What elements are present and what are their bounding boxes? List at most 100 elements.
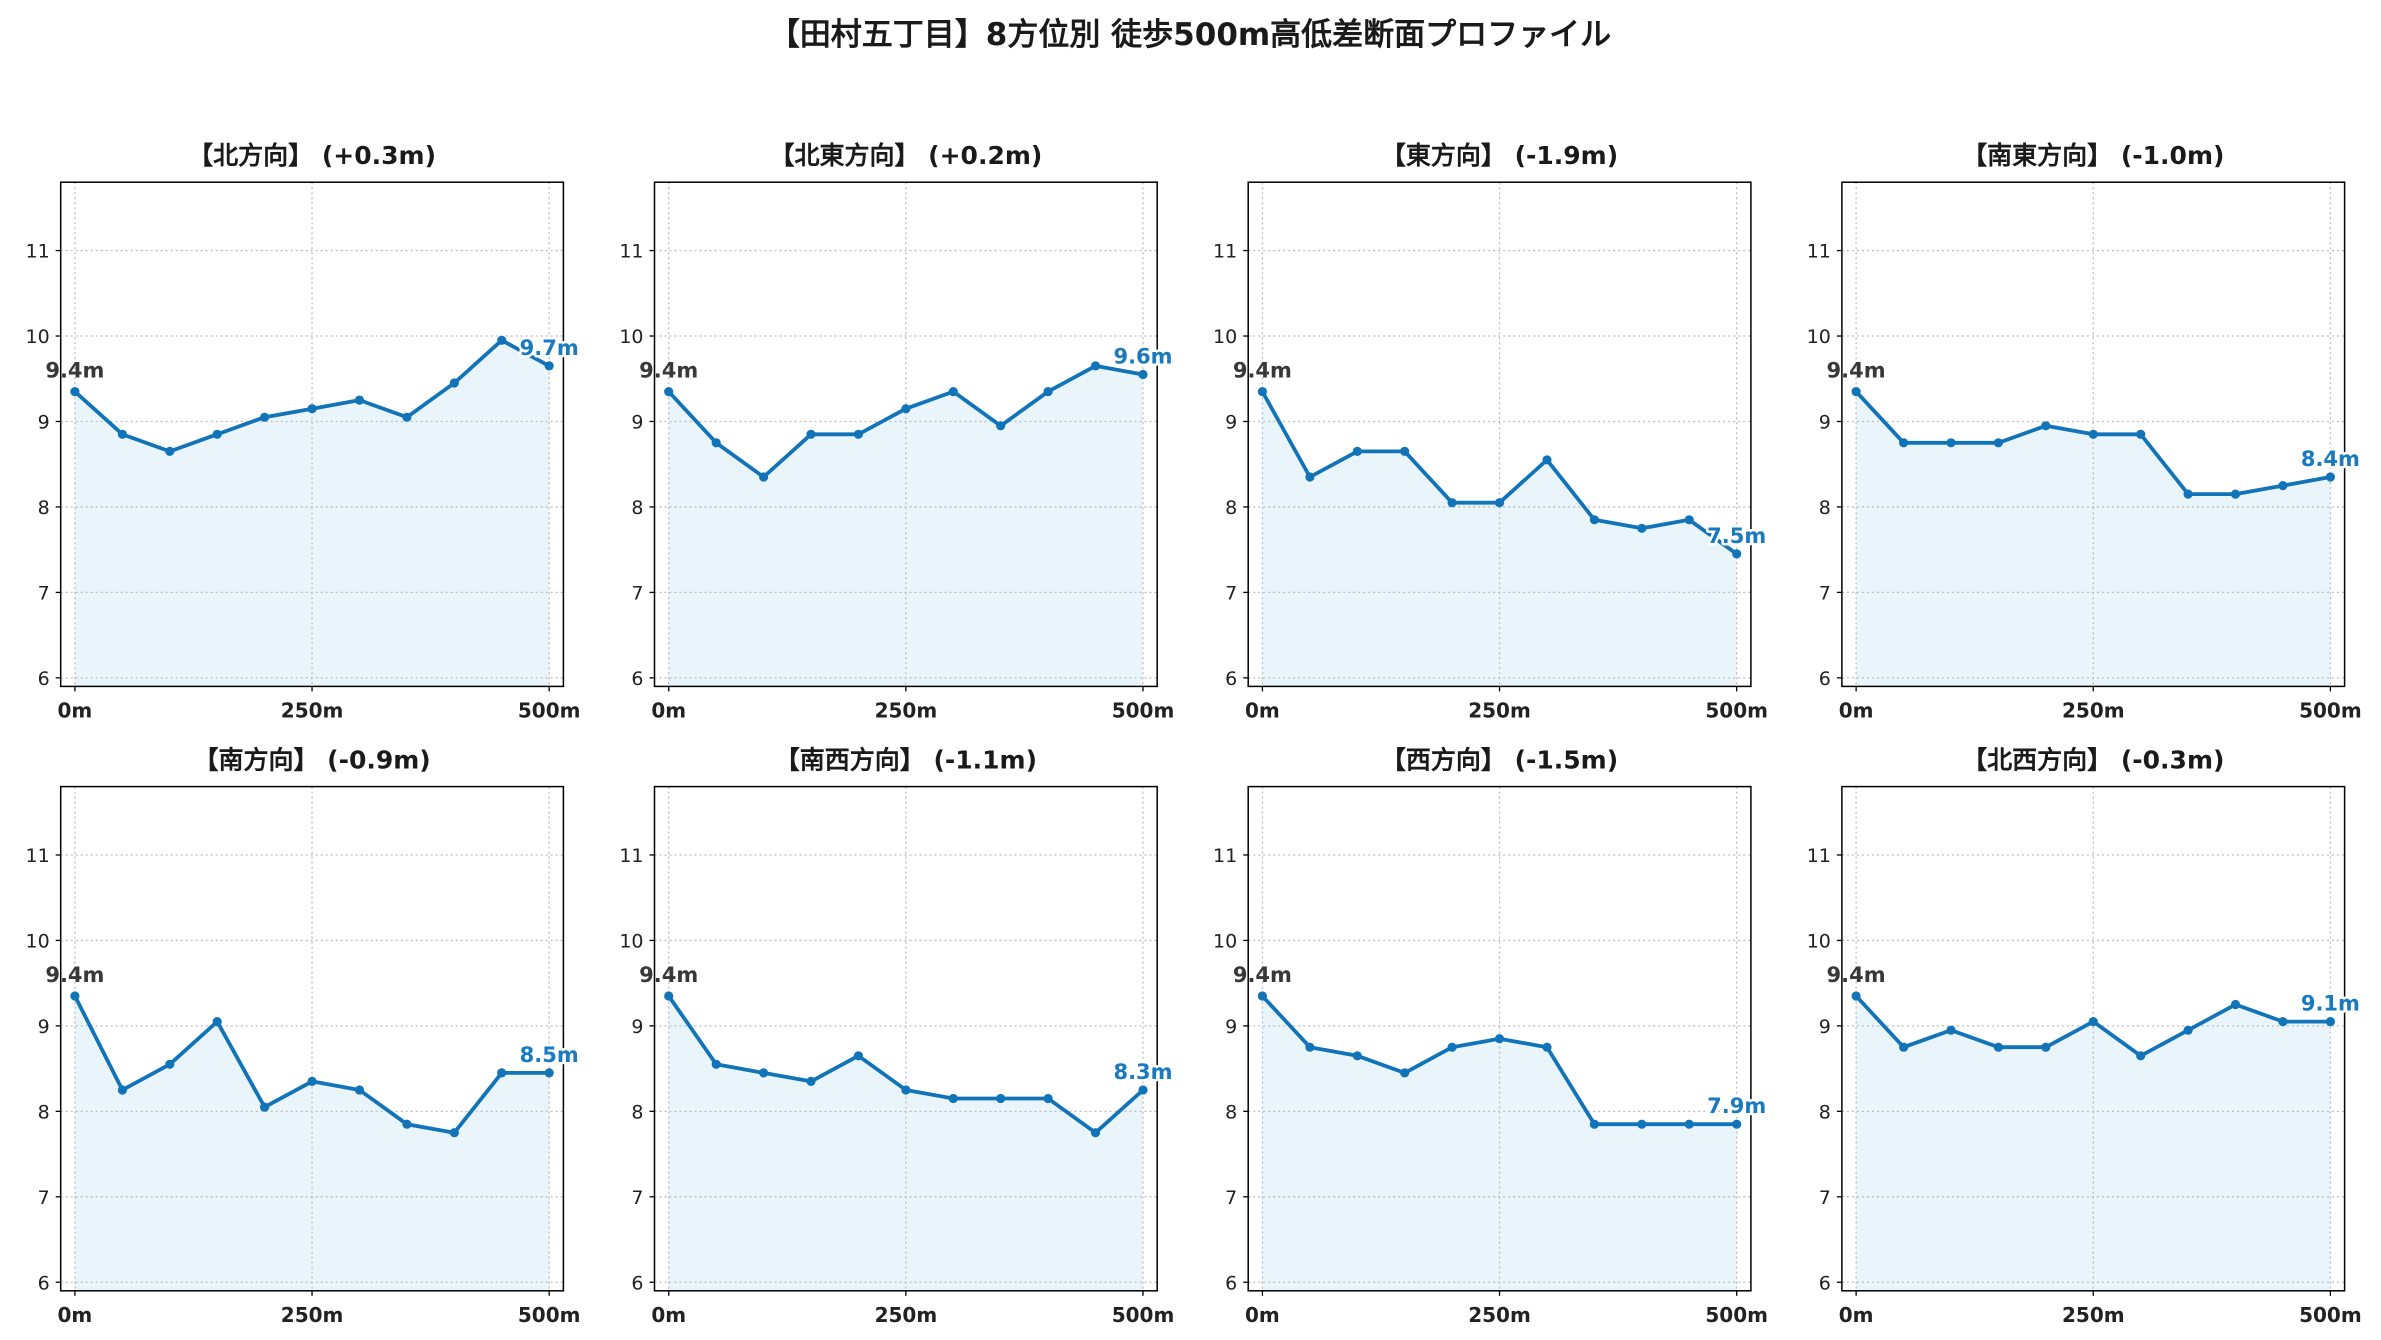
data-point xyxy=(2088,429,2098,439)
x-tick-label: 250m xyxy=(2062,1303,2125,1327)
data-point xyxy=(70,991,80,1001)
end-elevation-label: 7.9m xyxy=(1707,1094,1766,1118)
data-point xyxy=(1732,549,1742,559)
data-point xyxy=(901,404,911,414)
data-point xyxy=(2325,472,2335,482)
data-point xyxy=(449,1128,459,1138)
y-tick-label: 10 xyxy=(26,930,50,952)
panel-title: 【南方向】 (-0.9m) xyxy=(193,746,430,775)
x-tick-label: 500m xyxy=(1112,1303,1175,1327)
data-point xyxy=(1684,1119,1694,1129)
data-point xyxy=(1352,446,1362,456)
data-point xyxy=(307,404,317,414)
start-elevation-label: 9.4m xyxy=(1827,359,1886,383)
y-tick-label: 6 xyxy=(38,668,50,690)
start-elevation-label: 9.4m xyxy=(639,963,698,987)
data-point xyxy=(1589,515,1599,525)
data-point xyxy=(2041,1042,2051,1052)
y-tick-label: 9 xyxy=(1819,412,1831,434)
data-point xyxy=(212,1017,222,1027)
data-point xyxy=(544,1068,554,1078)
data-point xyxy=(1043,1093,1053,1104)
panel-title: 【北東方向】 (+0.2m) xyxy=(769,141,1042,170)
data-point xyxy=(1589,1119,1599,1129)
x-tick-label: 250m xyxy=(1468,698,1531,722)
data-point xyxy=(70,387,80,397)
y-tick-label: 11 xyxy=(1213,845,1237,867)
x-tick-label: 250m xyxy=(281,1303,344,1327)
y-tick-label: 9 xyxy=(38,1016,50,1038)
y-tick-label: 11 xyxy=(1807,241,1831,263)
y-tick-label: 11 xyxy=(26,241,50,263)
y-tick-label: 10 xyxy=(619,326,643,348)
y-tick-label: 9 xyxy=(631,412,643,434)
data-point xyxy=(1637,1119,1647,1129)
data-point xyxy=(853,429,864,439)
end-elevation-label: 7.5m xyxy=(1707,524,1766,548)
y-tick-label: 7 xyxy=(631,1187,643,1209)
data-point xyxy=(1494,1034,1505,1044)
y-tick-label: 6 xyxy=(631,1272,643,1294)
start-elevation-label: 9.4m xyxy=(1827,963,1886,987)
data-point xyxy=(165,446,175,456)
data-point xyxy=(402,1119,412,1129)
y-tick-label: 9 xyxy=(38,412,50,434)
data-point xyxy=(996,421,1006,431)
data-point xyxy=(1352,1051,1362,1061)
data-point xyxy=(853,1051,864,1061)
x-tick-label: 500m xyxy=(518,698,581,722)
y-tick-label: 8 xyxy=(631,1101,643,1123)
data-point xyxy=(449,378,459,388)
y-tick-label: 7 xyxy=(1225,582,1237,604)
data-point xyxy=(1043,387,1053,397)
data-point xyxy=(307,1076,317,1086)
data-point xyxy=(1257,991,1267,1001)
y-tick-label: 11 xyxy=(619,845,643,867)
data-point xyxy=(497,1068,507,1078)
data-point xyxy=(260,1102,270,1112)
y-tick-label: 7 xyxy=(1819,582,1831,604)
end-elevation-label: 9.7m xyxy=(520,336,579,360)
y-tick-label: 7 xyxy=(1225,1187,1237,1209)
y-tick-label: 10 xyxy=(1807,326,1831,348)
data-point xyxy=(1090,361,1101,371)
data-point xyxy=(806,429,816,439)
y-tick-label: 7 xyxy=(38,582,50,604)
x-tick-label: 250m xyxy=(1468,1303,1531,1327)
x-tick-label: 500m xyxy=(1705,1303,1768,1327)
y-tick-label: 9 xyxy=(1225,1016,1237,1038)
data-point xyxy=(948,1093,958,1104)
y-tick-label: 6 xyxy=(631,668,643,690)
y-tick-label: 8 xyxy=(1819,1101,1831,1123)
figure-title: 【田村五丁目】8方位別 徒歩500m高低差断面プロファイル xyxy=(769,17,1611,53)
y-tick-label: 6 xyxy=(1225,1272,1237,1294)
data-point xyxy=(2230,999,2241,1010)
data-point xyxy=(1851,387,1861,397)
y-tick-label: 9 xyxy=(631,1016,643,1038)
y-tick-label: 6 xyxy=(1225,668,1237,690)
data-point xyxy=(2325,1017,2335,1027)
y-tick-label: 10 xyxy=(1213,930,1237,952)
x-tick-label: 0m xyxy=(1839,698,1874,722)
end-elevation-label: 8.5m xyxy=(520,1043,579,1067)
data-point xyxy=(260,412,270,422)
panel-south-west: 0m 250m 500m 6 7 8 9 10 11 【南西方向】 (-1.1m) 9.4m 8.3m xyxy=(619,746,1175,1327)
panel-title: 【東方向】 (-1.9m) xyxy=(1381,141,1618,170)
y-tick-label: 7 xyxy=(1819,1187,1831,1209)
data-point xyxy=(2041,421,2051,431)
data-point xyxy=(1494,498,1505,508)
panel-west: 0m 250m 500m 6 7 8 9 10 11 【西方向】 (-1.5m) 9.4m 7.9m xyxy=(1213,746,1769,1327)
data-point xyxy=(402,412,412,422)
y-tick-label: 7 xyxy=(38,1187,50,1209)
data-point xyxy=(1400,446,1410,456)
panel-title: 【北方向】 (+0.3m) xyxy=(188,141,436,170)
end-elevation-label: 8.3m xyxy=(1113,1060,1172,1084)
y-tick-label: 10 xyxy=(1213,326,1237,348)
data-point xyxy=(711,1059,721,1069)
data-point xyxy=(1851,991,1861,1001)
x-tick-label: 0m xyxy=(58,698,93,722)
start-elevation-label: 9.4m xyxy=(45,963,104,987)
end-elevation-label: 9.1m xyxy=(2301,992,2360,1016)
y-tick-label: 8 xyxy=(1225,497,1237,519)
y-tick-label: 8 xyxy=(631,497,643,519)
